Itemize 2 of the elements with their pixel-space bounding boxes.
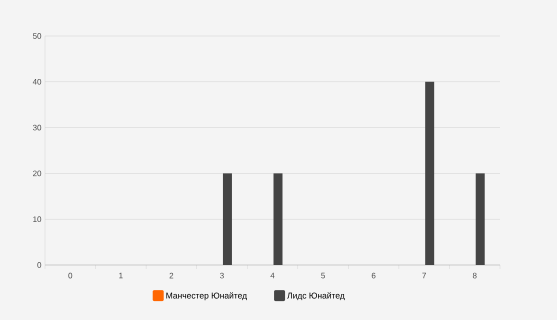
legend-label: Манчестер Юнайтед [166,292,247,300]
legend-label: Лидс Юнайтед [287,292,345,300]
